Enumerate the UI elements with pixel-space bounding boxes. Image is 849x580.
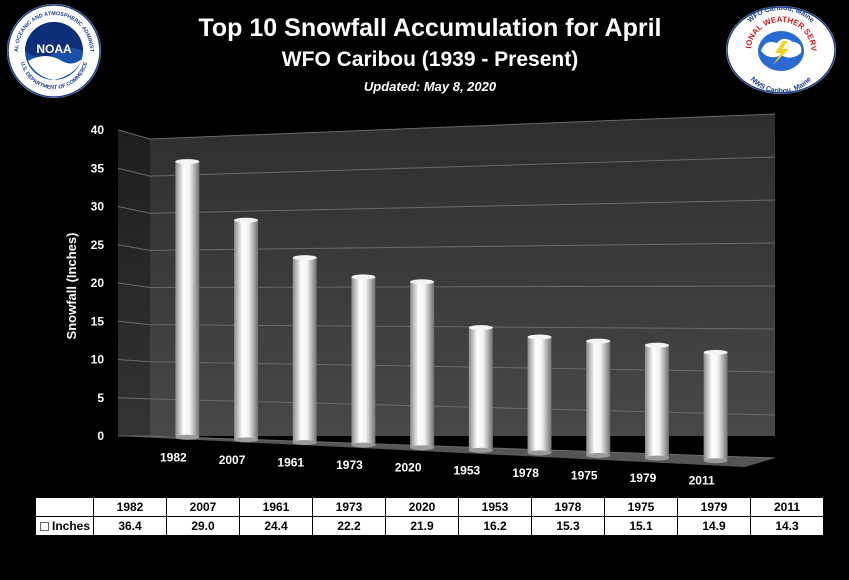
bar	[292, 255, 317, 445]
y-axis-label: Snowfall (Inches)	[64, 233, 79, 340]
gridline	[117, 199, 776, 214]
gridlines	[117, 113, 776, 459]
table-header-cell: 2011	[750, 497, 824, 517]
bar	[351, 274, 376, 448]
bars	[175, 159, 728, 464]
table-header-row: 1982 2007 1961 1973 2020 1953 1978 1975 1979 2011	[35, 497, 824, 517]
y-tick-label: 25	[91, 238, 105, 252]
y-axis-ticks: 0 5 10 15 20 25 30 35 40	[91, 123, 105, 443]
table-value-cell: 16.2	[458, 516, 532, 536]
bar	[234, 217, 259, 443]
gridline	[117, 320, 776, 330]
table-header-cell: 1978	[531, 497, 605, 517]
x-tick-label: 1982	[160, 450, 187, 464]
data-table: 1982 2007 1961 1973 2020 1953 1978 1975 1979 2011…	[35, 497, 824, 536]
y-tick-label: 5	[97, 391, 104, 405]
table-row: Inches 36.4 29.0 24.4 22.2 21.9 16.2 15.3 15.1 1…	[35, 516, 824, 536]
gridline	[117, 282, 776, 289]
table-value-cell: 22.2	[312, 516, 386, 536]
plot-side-wall	[118, 130, 150, 436]
bar-chart: 0 5 10 15 20 25 30 35 40 1982 2007 1961 1973 2020 195…	[64, 113, 776, 488]
table-header-cell: 1975	[604, 497, 678, 517]
table-header-cell: 2007	[166, 497, 240, 517]
table-value-cell: 36.4	[93, 516, 167, 536]
plot-floor	[118, 436, 775, 467]
table-header-cell: 1961	[239, 497, 313, 517]
table-value-cell: 21.9	[385, 516, 459, 536]
y-tick-label: 40	[91, 123, 105, 137]
x-tick-label: 1975	[571, 469, 598, 483]
table-value-cell: 14.9	[677, 516, 751, 536]
gridline	[117, 359, 776, 373]
x-tick-label: 2011	[689, 474, 715, 488]
gridline	[117, 397, 776, 416]
y-tick-label: 15	[91, 314, 105, 328]
table-value-cell: 14.3	[750, 516, 824, 536]
bar	[410, 279, 435, 451]
table-header-cell: 1979	[677, 497, 751, 517]
nws-logo: WFO Caribou, Maine NATIONAL WEATHER SERV…	[725, 5, 836, 95]
x-tick-label: 1953	[453, 463, 480, 477]
table-corner-cell	[35, 497, 94, 517]
svg-text:NOAA: NOAA	[36, 42, 72, 56]
y-tick-label: 10	[91, 353, 105, 367]
x-tick-label: 1961	[277, 456, 304, 470]
table-header-cell: 1982	[93, 497, 167, 517]
x-tick-label: 1973	[336, 458, 363, 472]
x-tick-label: 2020	[395, 461, 422, 475]
table-value-cell: 15.3	[531, 516, 605, 536]
y-tick-label: 30	[91, 200, 105, 214]
table-value-cell: 29.0	[166, 516, 240, 536]
series-label-cell: Inches	[35, 516, 94, 536]
table-value-cell: 15.1	[604, 516, 678, 536]
bar	[527, 334, 552, 456]
gridline	[117, 113, 776, 140]
series-name: Inches	[52, 519, 91, 533]
x-tick-label: 1979	[630, 471, 657, 485]
chart-subtitle: WFO Caribou (1939 - Present)	[281, 48, 579, 71]
gridline	[117, 242, 776, 251]
bar	[644, 342, 669, 461]
x-tick-label: 1978	[512, 466, 539, 480]
legend-swatch	[40, 522, 49, 532]
y-tick-label: 0	[97, 429, 104, 443]
gridline	[117, 156, 776, 177]
x-tick-label: 2007	[219, 453, 246, 467]
bar	[175, 159, 200, 440]
table-value-cell: 24.4	[239, 516, 313, 536]
bar	[703, 349, 728, 464]
table-header-cell: 1973	[312, 497, 386, 517]
x-axis-ticks: 1982 2007 1961 1973 2020 1953 1978 1975 1979 2011	[160, 450, 715, 487]
y-tick-label: 35	[91, 161, 105, 175]
y-tick-label: 20	[91, 276, 105, 290]
chart-title: Top 10 Snowfall Accumulation for April	[198, 14, 662, 42]
table-header-cell: 1953	[458, 497, 532, 517]
bar	[468, 325, 493, 453]
updated-date: Updated: May 8, 2020	[363, 79, 497, 94]
table-header-cell: 2020	[385, 497, 459, 517]
noaa-logo: NOAA NATIONAL OCEANIC AND ATMOSPHERIC AD…	[6, 3, 101, 98]
gridline	[118, 435, 776, 459]
bar	[586, 338, 611, 458]
